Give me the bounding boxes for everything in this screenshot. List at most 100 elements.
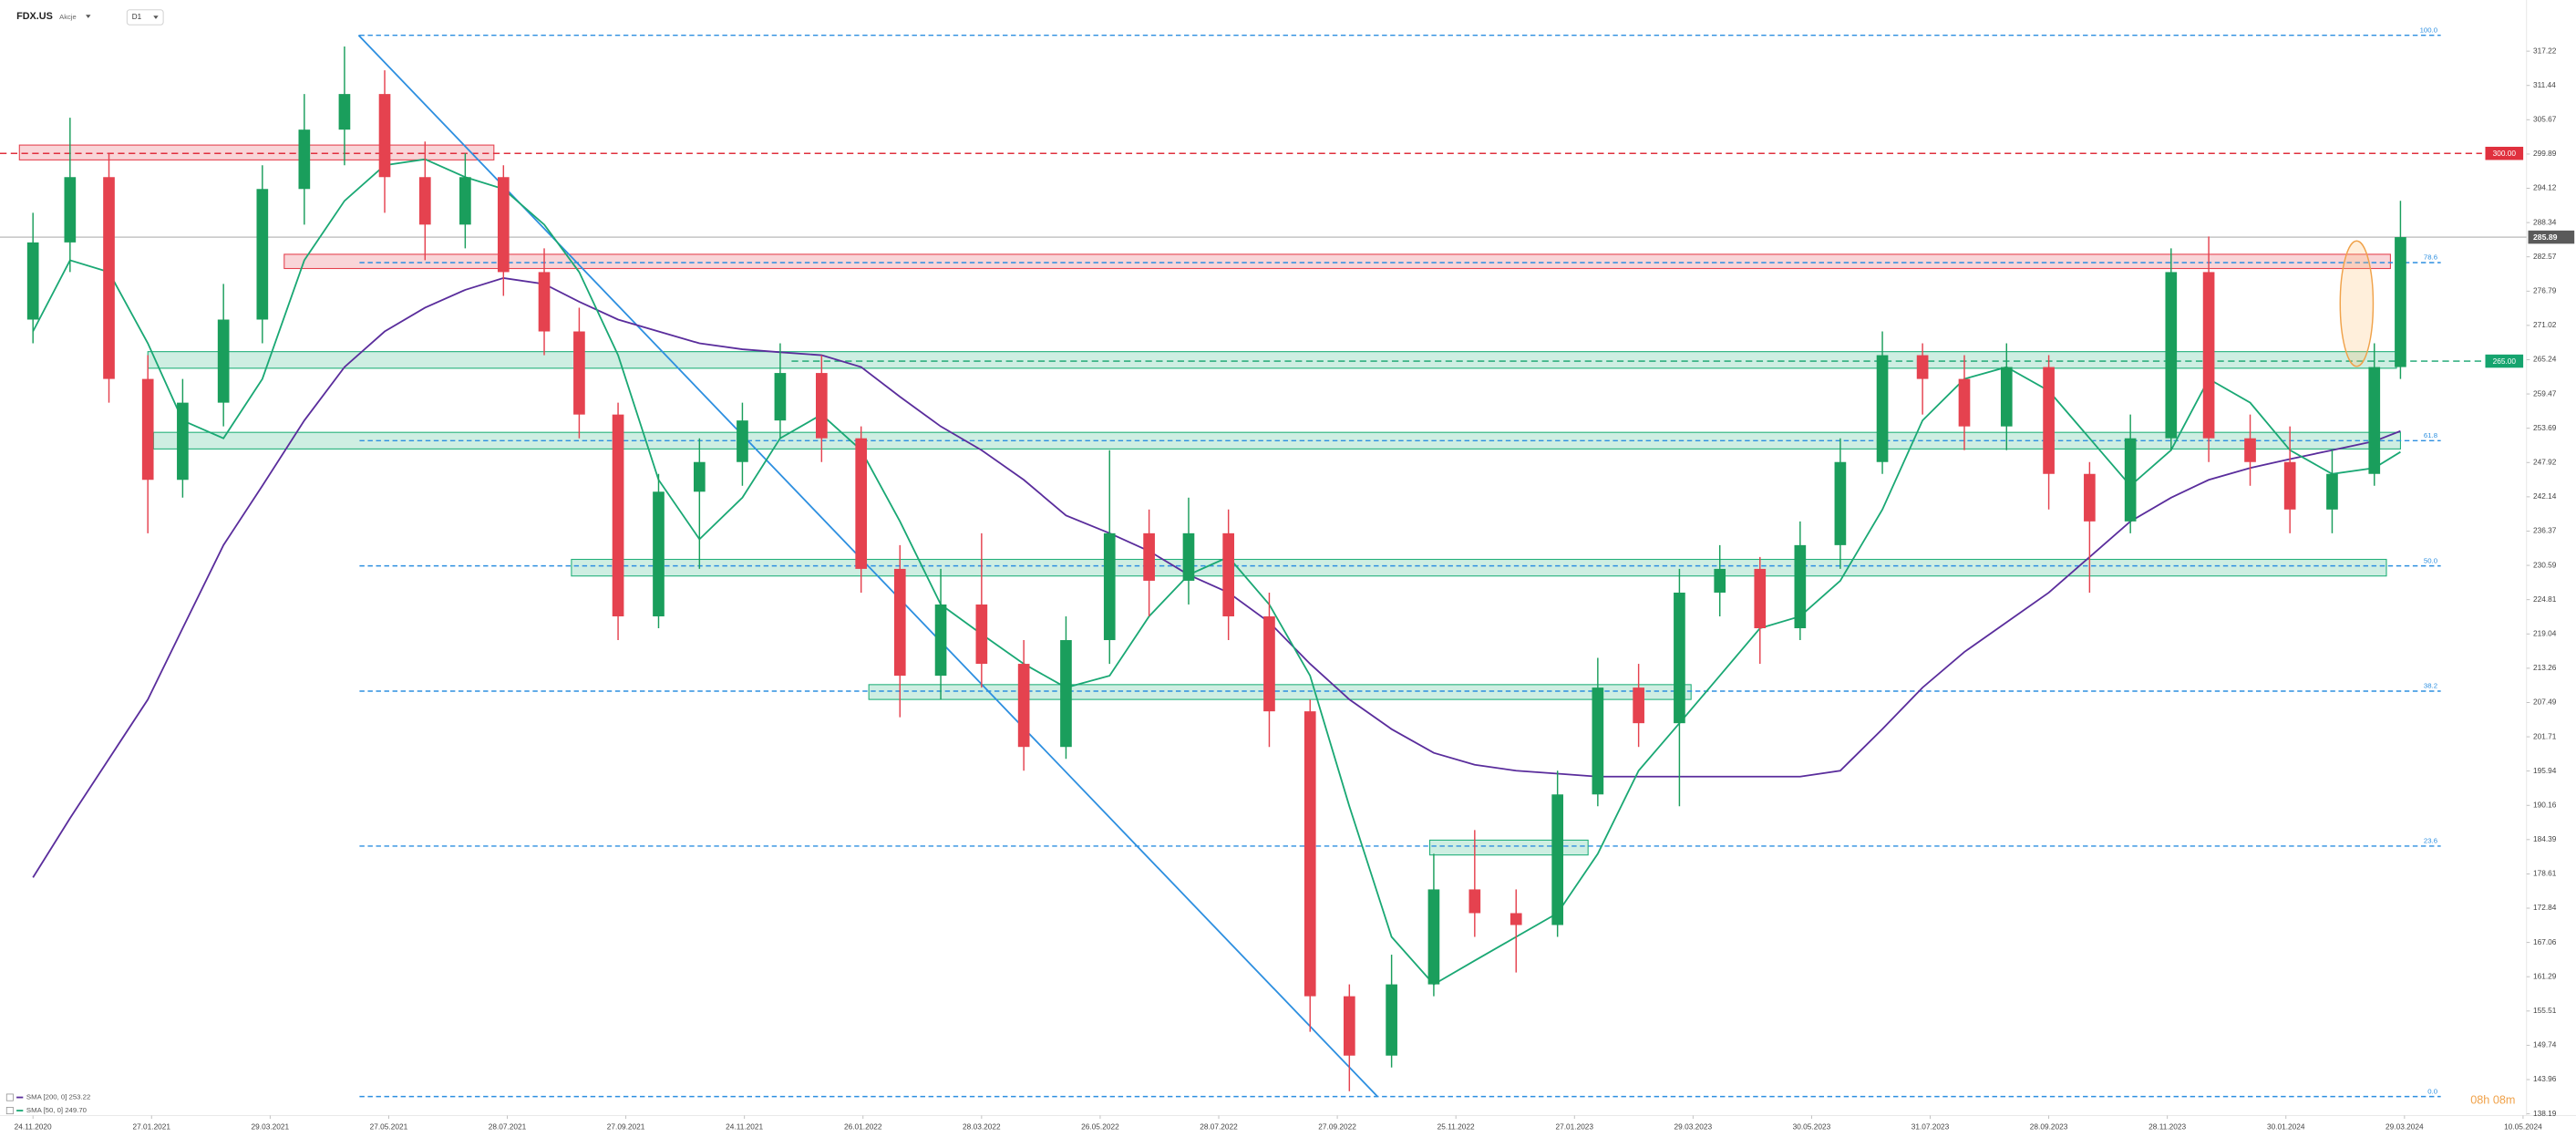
x-tick-label: 31.07.2023 [1911,1121,1950,1131]
candle-body [177,402,189,481]
fib-label: 61.8 [2424,431,2437,439]
candle-body [1633,687,1644,724]
candle-body [1060,640,1072,748]
y-tick-label: 265.24 [2533,355,2557,364]
y-tick-label: 299.89 [2533,149,2557,158]
candle-body [2124,438,2137,522]
candle-body [737,420,748,462]
legend-label: SMA [50, 0] 249.70 [26,1106,88,1114]
x-tick-label: 29.03.2021 [252,1121,290,1131]
candle-body [653,491,665,616]
candle-body [103,177,115,379]
y-tick-label: 282.57 [2533,252,2557,261]
y-tick-label: 236.37 [2533,526,2557,535]
zone [1428,839,1589,856]
candle-body [934,604,947,677]
candle-body [855,438,868,569]
candle-body [338,94,351,130]
candle-body [694,461,706,492]
x-tick-label: 28.07.2021 [489,1121,527,1131]
y-tick-label: 155.51 [2533,1006,2557,1015]
countdown: 08h 08m [2470,1094,2515,1107]
candle-body [1343,996,1355,1056]
candle-body [1592,687,1604,795]
header: FDX.US Akcje D1 [16,9,164,26]
y-tick-label: 247.92 [2533,457,2557,466]
symbol[interactable]: FDX.US [16,11,53,22]
x-tick-label: 29.03.2024 [2385,1121,2424,1131]
y-tick-label: 213.26 [2533,663,2557,672]
x-tick-label: 27.01.2023 [1555,1121,1593,1131]
candle-body [1182,532,1195,581]
candle-body [2165,272,2178,439]
candle-body [2043,367,2055,474]
legend-label: SMA [200, 0] 253.22 [26,1093,90,1101]
candle-body [1714,568,1726,593]
candle-body [2084,473,2096,522]
candle-body [64,177,77,243]
candle-body [1222,532,1235,616]
fib-label: 50.0 [2424,556,2438,564]
candle-body [975,604,988,665]
y-tick-label: 149.74 [2533,1040,2557,1049]
dropdown-icon [153,16,159,19]
x-tick-label: 27.09.2022 [1318,1121,1356,1131]
y-tick-label: 143.96 [2533,1074,2557,1083]
sma-line [32,158,2401,986]
candle-body [1794,544,1807,629]
x-tick-label: 10.05.2024 [2504,1121,2542,1131]
x-tick-label: 26.05.2022 [1081,1121,1119,1131]
y-tick-label: 271.02 [2533,320,2557,329]
zone [283,253,2391,270]
x-tick-label: 28.09.2023 [2030,1121,2068,1131]
interval-button[interactable] [126,9,164,26]
legend-icon [5,1107,14,1115]
candle-body [573,331,585,415]
last-price-box [2528,230,2575,244]
y-tick-label: 190.16 [2533,800,2557,809]
y-tick-label: 242.14 [2533,491,2557,501]
fib-label: 23.6 [2424,837,2437,845]
fib-label: 100.0 [2420,26,2438,34]
candle-body [816,373,828,439]
candle-body [217,319,230,403]
candle-body [2000,367,2013,427]
candle-body [1143,532,1155,581]
y-tick-label: 207.49 [2533,698,2557,707]
x-tick-label: 29.03.2023 [1674,1121,1713,1131]
y-tick-label: 253.69 [2533,423,2557,432]
legend-icon [5,1093,14,1101]
dropdown-icon[interactable] [86,15,91,18]
candle-body [1754,568,1767,629]
candle-body [1510,913,1522,925]
plot-area: 100.0 78.6 61.8 50.0 38.2 23.6 0.0 300.00 265.00 [0,26,2530,1120]
level-label: 265.00 [2493,357,2517,366]
sma-line [32,277,2401,878]
y-tick-label: 305.67 [2533,115,2557,124]
x-tick-label: 26.01.2022 [844,1121,882,1131]
candle-body [1674,592,1685,724]
candle-body [1468,889,1481,914]
y-tick-label: 161.29 [2533,971,2557,980]
y-tick-label: 172.84 [2533,903,2557,912]
candle-body [2326,473,2338,510]
fib-label: 38.2 [2424,682,2437,690]
interval: D1 [132,13,142,21]
x-tick-label: 24.11.2021 [726,1121,763,1131]
x-tick-label: 30.01.2024 [2267,1121,2305,1131]
y-tick-label: 201.71 [2533,731,2557,740]
candle-body [1834,461,1847,545]
market: Akcje [59,13,77,21]
y-tick-label: 195.94 [2533,766,2557,775]
y-tick-label: 219.04 [2533,628,2557,637]
candle-body [612,414,624,616]
candle-body [2244,438,2256,462]
y-tick-label: 276.79 [2533,286,2557,295]
x-tick-label: 27.05.2021 [370,1121,408,1131]
y-tick-label: 230.59 [2533,560,2557,569]
y-tick-label: 167.06 [2533,937,2557,946]
candle-body [459,177,471,225]
candle-body [418,177,431,225]
